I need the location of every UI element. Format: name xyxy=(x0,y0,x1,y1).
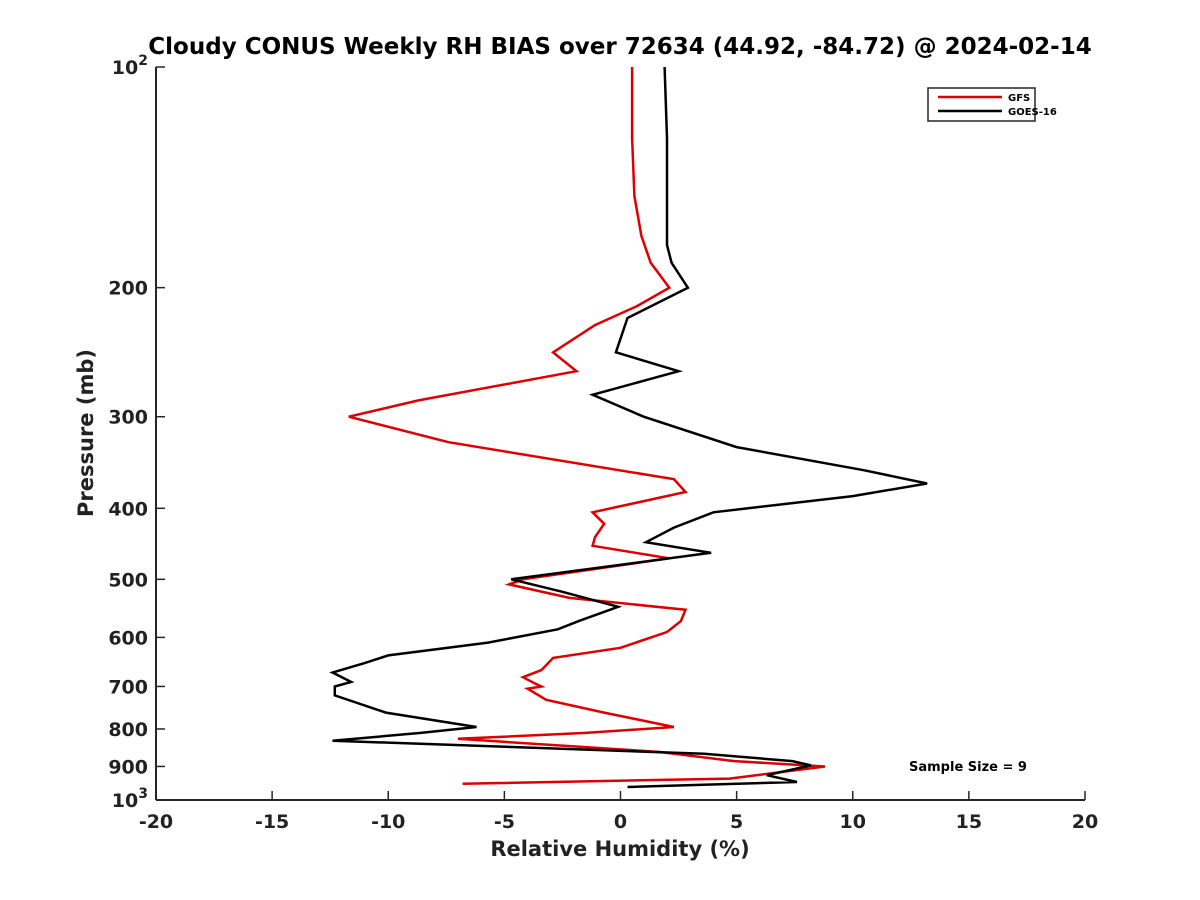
legend: GFS GOES-16 xyxy=(927,87,1057,122)
x-tick-label: -5 xyxy=(494,811,515,833)
y-tick-label: 200 xyxy=(108,278,148,300)
y-tick-label: 700 xyxy=(108,676,148,698)
legend-label-gfs: GFS xyxy=(1008,93,1030,104)
x-tick-label: -15 xyxy=(255,811,289,833)
x-tick-label: 20 xyxy=(1072,811,1098,833)
y-tick-label: 300 xyxy=(108,407,148,429)
x-tick-label: 10 xyxy=(840,811,866,833)
series-layer xyxy=(329,66,928,789)
y-tick-label: 800 xyxy=(108,719,148,741)
x-tick-label: 5 xyxy=(730,811,743,833)
y-tick-label: 900 xyxy=(108,756,148,778)
y-tick-label: 400 xyxy=(108,498,148,520)
y-axis-label: Pressure (mb) xyxy=(74,349,98,517)
y-tick-label-power: 103 xyxy=(112,786,148,812)
y-tick-label-power: 102 xyxy=(112,53,148,79)
y-ticks: 200 300 400 500 600 700 800 900 102 103 xyxy=(108,53,165,812)
y-tick-label: 500 xyxy=(108,569,148,591)
x-tick-label: 0 xyxy=(614,811,627,833)
x-tick-label: -20 xyxy=(139,811,173,833)
x-axis-label: Relative Humidity (%) xyxy=(490,837,749,861)
legend-label-goes16: GOES-16 xyxy=(1008,107,1057,118)
x-tick-label: -10 xyxy=(371,811,405,833)
sample-size-annotation: Sample Size = 9 xyxy=(909,760,1027,775)
x-ticks: -20 -15 -10 -5 0 5 10 15 20 xyxy=(139,791,1098,833)
legend-box xyxy=(927,87,1036,122)
series-line-gfs xyxy=(348,67,826,785)
series-line-goes-16 xyxy=(329,66,928,789)
chart-title: Cloudy CONUS Weekly RH BIAS over 72634 (… xyxy=(148,34,1091,60)
y-tick-label: 600 xyxy=(108,627,148,649)
x-tick-label: 15 xyxy=(956,811,982,833)
